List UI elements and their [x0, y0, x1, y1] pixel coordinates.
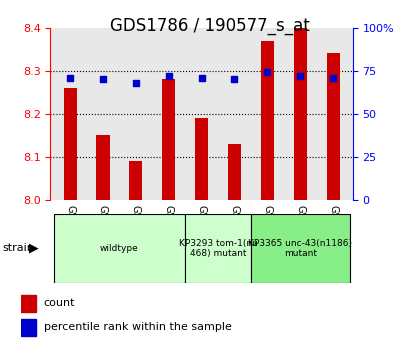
Point [231, 77, 238, 82]
FancyBboxPatch shape [185, 214, 251, 283]
Bar [326, 53, 340, 200]
Point [198, 75, 205, 80]
Text: KP3365 unc-43(n1186)
mutant: KP3365 unc-43(n1186) mutant [248, 239, 352, 258]
Text: ▶: ▶ [29, 242, 38, 255]
Bar [261, 41, 274, 200]
Text: strain: strain [2, 244, 34, 253]
Point [330, 75, 336, 80]
Point [165, 73, 172, 79]
Text: percentile rank within the sample: percentile rank within the sample [44, 323, 231, 333]
FancyBboxPatch shape [54, 214, 185, 283]
Text: wildtype: wildtype [100, 244, 139, 253]
Text: count: count [44, 298, 75, 308]
Bar [21, 295, 36, 312]
Bar [63, 88, 77, 200]
Bar [228, 144, 241, 200]
Point [264, 70, 271, 75]
Bar [195, 118, 208, 200]
Bar [294, 28, 307, 200]
Bar [129, 161, 142, 200]
Point [297, 73, 304, 79]
Point [100, 77, 106, 82]
Point [132, 80, 139, 86]
FancyBboxPatch shape [251, 214, 349, 283]
Bar [97, 135, 110, 200]
Text: KP3293 tom-1(nu
468) mutant: KP3293 tom-1(nu 468) mutant [178, 239, 257, 258]
Text: GDS1786 / 190577_s_at: GDS1786 / 190577_s_at [110, 17, 310, 35]
Point [67, 75, 74, 80]
Bar [162, 79, 175, 200]
Bar [21, 319, 36, 336]
